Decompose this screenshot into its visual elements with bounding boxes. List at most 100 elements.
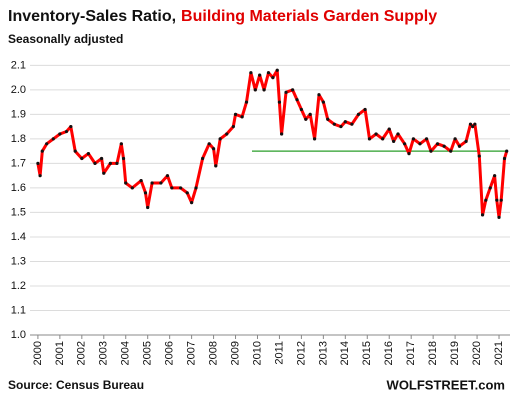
data-point	[497, 215, 501, 219]
data-point	[339, 125, 343, 129]
x-tick-label: 2012	[295, 341, 307, 365]
data-point	[464, 139, 468, 143]
y-tick-label: 1.4	[11, 231, 26, 243]
y-tick-label: 1.2	[11, 280, 26, 292]
data-point	[262, 88, 266, 92]
data-point	[86, 152, 91, 156]
data-point	[266, 71, 271, 75]
data-point	[146, 205, 150, 210]
x-tick-label: 2014	[339, 341, 351, 365]
data-point	[411, 137, 415, 141]
x-tick-label: 2019	[449, 341, 461, 365]
data-point	[381, 137, 385, 141]
x-tick-label: 2009	[229, 341, 241, 365]
x-tick-label: 2004	[120, 341, 132, 365]
y-tick-label: 1.3	[11, 255, 26, 267]
data-point	[280, 132, 284, 136]
data-point	[119, 142, 123, 146]
data-point	[200, 156, 205, 161]
data-point	[218, 137, 222, 141]
title-main: Inventory-Sales Ratio,	[8, 8, 176, 25]
y-tick-label: 1.6	[11, 182, 26, 194]
data-point	[295, 98, 299, 102]
data-point	[179, 186, 183, 190]
x-tick-label: 2008	[207, 341, 219, 365]
data-point	[367, 137, 372, 141]
data-point	[396, 132, 400, 136]
x-tick-label: 2017	[405, 341, 417, 365]
data-point	[124, 181, 128, 185]
data-point	[363, 107, 367, 112]
data-point	[350, 122, 354, 126]
data-point	[403, 142, 407, 146]
data-point	[326, 117, 330, 121]
data-point	[36, 161, 40, 166]
data-point	[304, 117, 308, 121]
data-point	[484, 198, 488, 202]
data-point	[121, 156, 126, 161]
data-point	[73, 149, 77, 153]
y-tick-label: 1.0	[11, 329, 26, 341]
data-point	[51, 137, 55, 141]
x-tick-label: 2016	[383, 341, 395, 365]
data-point	[150, 181, 154, 185]
x-tick-label: 2020	[471, 341, 483, 365]
data-point	[165, 174, 170, 178]
data-point	[356, 112, 361, 116]
data-point	[488, 186, 492, 190]
data-point	[477, 154, 481, 158]
x-tick-label: 2001	[54, 341, 66, 365]
data-point	[299, 107, 303, 112]
data-point	[240, 115, 244, 119]
data-point	[321, 100, 325, 104]
x-tick-label: 2018	[427, 341, 439, 365]
data-point	[449, 149, 453, 153]
y-tick-label: 2.1	[11, 59, 26, 71]
data-point	[392, 139, 396, 143]
data-point	[457, 144, 462, 148]
data-point	[69, 125, 73, 129]
data-point	[253, 88, 257, 92]
data-point	[387, 127, 391, 131]
y-tick-label: 1.8	[11, 133, 26, 145]
data-point	[214, 164, 218, 168]
data-point	[407, 152, 411, 156]
brand: WOLFSTREET.com	[387, 377, 505, 392]
data-point	[170, 186, 174, 190]
data-point	[453, 137, 457, 141]
title-highlight: Building Materials Garden Supply	[181, 8, 437, 25]
data-point	[275, 68, 279, 72]
y-tick-label: 1.5	[11, 206, 26, 218]
data-point	[231, 125, 235, 129]
data-point	[374, 132, 378, 136]
data-point	[502, 156, 507, 161]
data-point	[317, 93, 321, 97]
data-point	[185, 191, 189, 195]
subtitle: Seasonally adjusted	[8, 32, 123, 46]
data-point	[194, 186, 198, 190]
data-point	[64, 129, 69, 134]
data-point	[139, 178, 143, 183]
chart-title: Inventory-Sales Ratio, Building Materials…	[8, 8, 437, 25]
data-point	[429, 149, 433, 153]
data-point	[190, 201, 194, 205]
data-point	[332, 122, 336, 126]
data-point	[130, 186, 134, 190]
data-point	[40, 149, 44, 153]
data-point	[312, 137, 317, 141]
source: Source: Census Bureau	[8, 378, 144, 392]
y-tick-label: 1.1	[11, 304, 26, 316]
data-point	[473, 122, 477, 126]
data-point	[258, 73, 262, 77]
data-point	[249, 71, 253, 75]
data-point	[435, 142, 440, 146]
data-point	[468, 122, 473, 126]
x-tick-label: 2000	[32, 341, 44, 365]
data-point	[115, 161, 119, 166]
data-point	[308, 112, 312, 116]
data-point	[108, 161, 112, 166]
data-point	[499, 198, 503, 202]
x-tick-label: 2006	[164, 341, 176, 365]
data-point	[471, 125, 475, 129]
